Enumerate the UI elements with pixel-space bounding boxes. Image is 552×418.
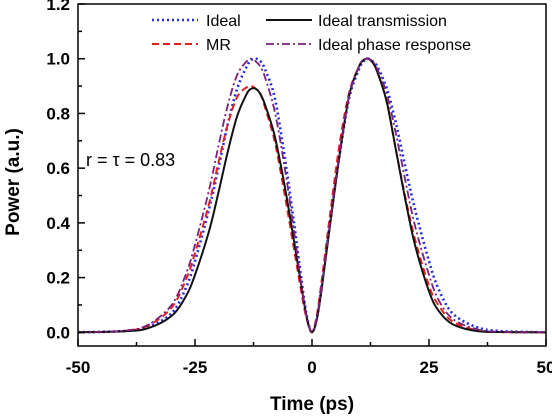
series-line-ideal-phase-response	[77, 57, 547, 334]
series-line-mr	[77, 57, 547, 334]
series-line-ideal-transmission	[77, 57, 547, 334]
y-axis-title: Power (a.u.)	[3, 128, 24, 236]
plot-area	[77, 3, 547, 347]
y-tick-label: 0.6	[46, 159, 70, 178]
x-tick-label: 0	[307, 358, 316, 377]
y-tick-label: 0.2	[46, 269, 70, 288]
x-tick-label: 25	[420, 358, 439, 377]
y-tick-label: 1.0	[46, 50, 70, 69]
plot-frame	[77, 3, 547, 347]
x-axis-title: Time (ps)	[270, 394, 354, 415]
legend-label-mr: MR	[206, 37, 231, 54]
tick-labels: -50 -25 0 25 50 0.0 0.2 0.4 0.6 0.8 1.0 1.2	[46, 0, 552, 377]
x-tick-label: -25	[183, 358, 208, 377]
y-tick-label: 0.8	[46, 104, 70, 123]
series-curves	[77, 57, 547, 334]
x-tick-label: -50	[66, 358, 91, 377]
series-line-ideal	[77, 57, 547, 334]
legend-label-ideal-transmission: Ideal transmission	[318, 13, 447, 30]
legend: Ideal MR Ideal transmission Ideal phase …	[152, 13, 471, 54]
legend-label-ideal: Ideal	[206, 13, 241, 30]
x-tick-label: 50	[537, 358, 552, 377]
legend-label-ideal-phase-response: Ideal phase response	[318, 37, 471, 54]
y-tick-label: 0.0	[46, 323, 70, 342]
axis-ticks	[77, 3, 547, 346]
y-tick-label: 1.2	[46, 0, 70, 14]
y-tick-label: 0.4	[46, 214, 70, 233]
parameter-annotation: r = τ = 0.83	[86, 150, 175, 170]
